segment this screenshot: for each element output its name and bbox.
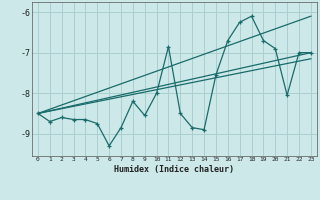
X-axis label: Humidex (Indice chaleur): Humidex (Indice chaleur) — [115, 165, 234, 174]
